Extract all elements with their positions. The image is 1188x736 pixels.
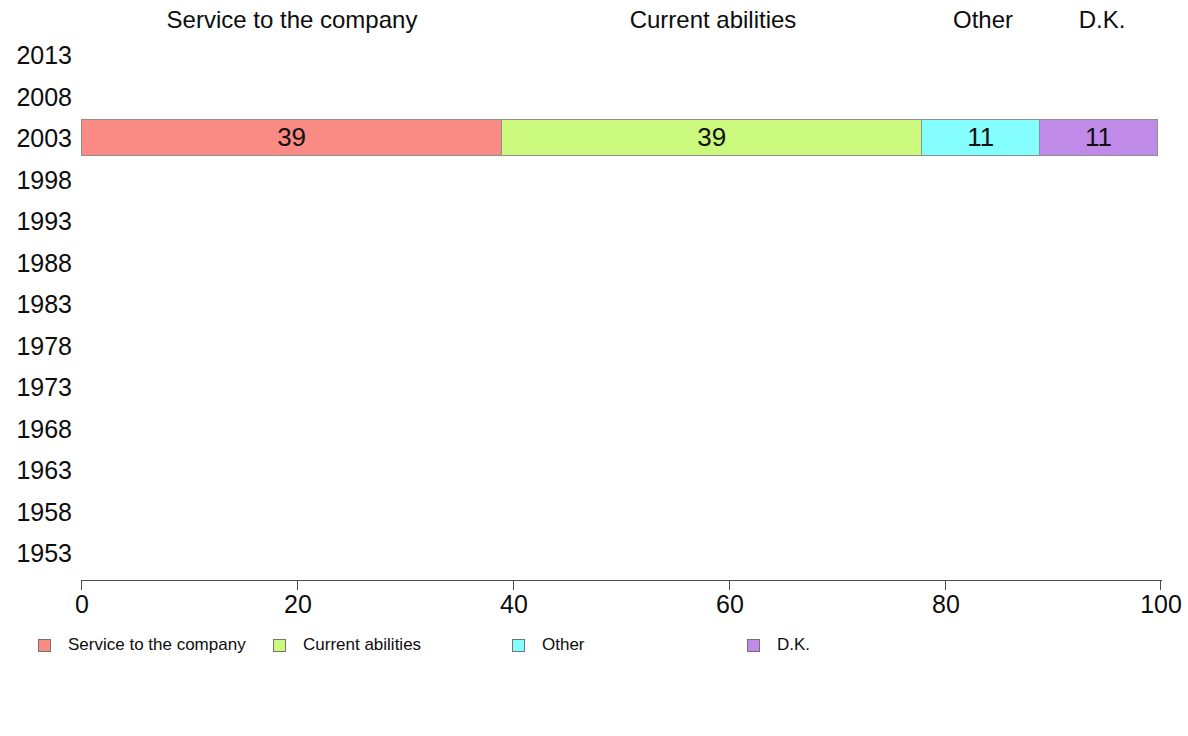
- x-axis-tick-label-100: 100: [1140, 589, 1182, 619]
- stacked-bar-chart: Service to the company Current abilities…: [0, 0, 1188, 736]
- y-axis-label-1998: 1998: [10, 164, 72, 196]
- y-axis-label-1983: 1983: [10, 288, 72, 320]
- column-header-other: Other: [953, 5, 1013, 35]
- legend-item-dk: D.K.: [747, 636, 810, 654]
- column-header-service: Service to the company: [167, 5, 418, 35]
- bar-value-service: 39: [277, 122, 306, 153]
- legend-swatch-service-icon: [38, 639, 51, 652]
- bar-2003: 39 39 11 11: [81, 119, 1161, 156]
- legend-item-current-abilities: Current abilities: [273, 636, 421, 654]
- column-header-dk: D.K.: [1079, 5, 1126, 35]
- y-axis-label-1988: 1988: [10, 247, 72, 279]
- legend-swatch-dk-icon: [747, 639, 760, 652]
- bar-value-other: 11: [967, 122, 994, 153]
- y-axis-label-1968: 1968: [10, 413, 72, 445]
- legend-label-dk: D.K.: [777, 636, 810, 654]
- bar-segment-service: 39: [81, 119, 502, 156]
- y-axis-label-1958: 1958: [10, 496, 72, 528]
- y-axis-label-1963: 1963: [10, 454, 72, 486]
- x-axis-tick-label-20: 20: [284, 589, 312, 619]
- y-axis-label-2003: 2003: [10, 122, 72, 154]
- x-axis-tick-label-40: 40: [500, 589, 528, 619]
- legend-label-current-abilities: Current abilities: [303, 636, 421, 654]
- y-axis-label-1978: 1978: [10, 330, 72, 362]
- x-axis-tick-label-60: 60: [716, 589, 744, 619]
- y-axis-label-2008: 2008: [10, 81, 72, 113]
- legend-item-service: Service to the company: [38, 636, 246, 654]
- x-axis-tick-label-80: 80: [932, 589, 960, 619]
- y-axis-label-1973: 1973: [10, 371, 72, 403]
- legend-label-other: Other: [542, 636, 585, 654]
- y-axis-label-2013: 2013: [10, 39, 72, 71]
- y-axis-label-1993: 1993: [10, 205, 72, 237]
- x-axis-tick-label-0: 0: [75, 589, 89, 619]
- bar-value-dk: 11: [1085, 122, 1112, 153]
- legend-swatch-current-abilities-icon: [273, 639, 286, 652]
- bar-segment-dk: 11: [1039, 119, 1158, 156]
- bar-value-current-abilities: 39: [697, 122, 726, 153]
- legend-item-other: Other: [512, 636, 585, 654]
- legend-swatch-other-icon: [512, 639, 525, 652]
- bar-segment-current-abilities: 39: [501, 119, 922, 156]
- y-axis-label-1953: 1953: [10, 537, 72, 569]
- column-header-current-abilities: Current abilities: [630, 5, 797, 35]
- bar-segment-other: 11: [921, 119, 1040, 156]
- legend-label-service: Service to the company: [68, 636, 246, 654]
- x-axis-line: [81, 580, 1162, 581]
